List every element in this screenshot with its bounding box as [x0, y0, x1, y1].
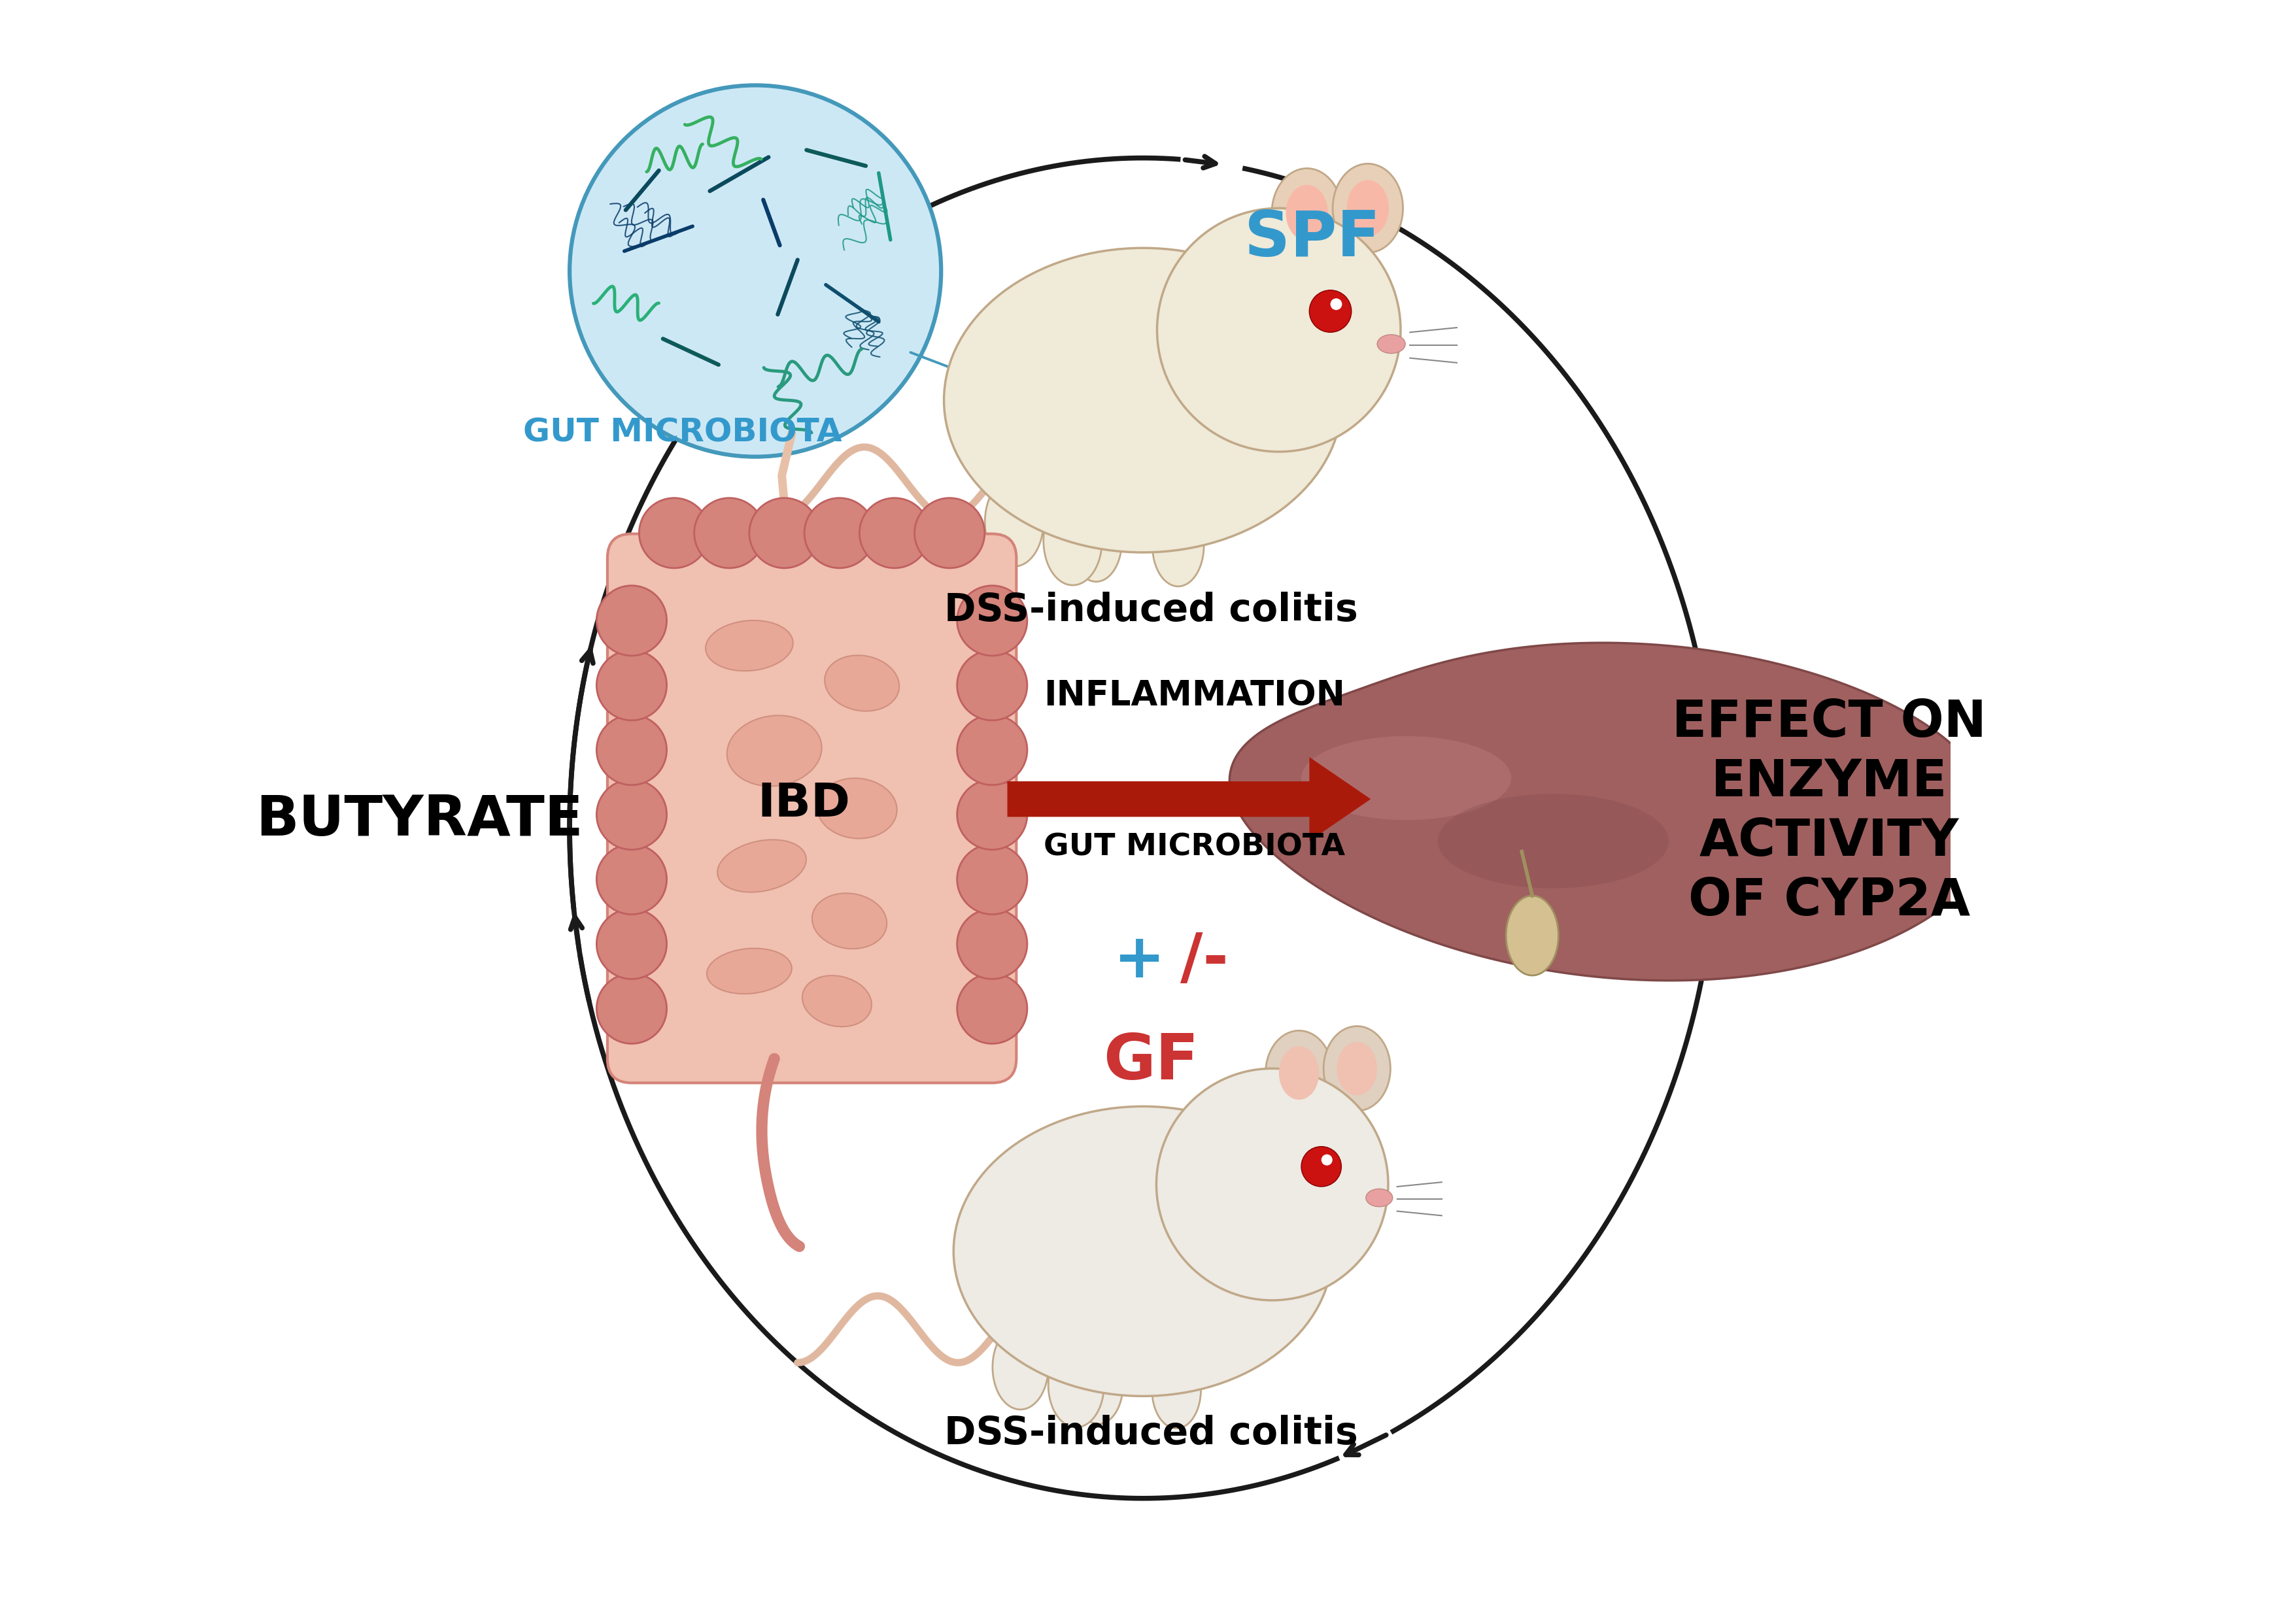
FancyBboxPatch shape [608, 534, 1017, 1083]
Ellipse shape [1042, 497, 1102, 585]
Circle shape [569, 86, 942, 456]
Ellipse shape [1506, 896, 1559, 976]
Circle shape [597, 909, 668, 979]
Ellipse shape [1271, 169, 1342, 257]
Ellipse shape [1152, 1351, 1200, 1429]
Ellipse shape [825, 656, 898, 711]
Ellipse shape [706, 620, 793, 671]
Circle shape [750, 499, 818, 568]
Ellipse shape [1301, 736, 1511, 820]
Circle shape [1157, 208, 1401, 451]
Circle shape [958, 844, 1026, 914]
Ellipse shape [1367, 1189, 1392, 1207]
Circle shape [597, 844, 668, 914]
Ellipse shape [985, 477, 1042, 567]
Ellipse shape [812, 893, 887, 948]
Ellipse shape [718, 840, 807, 892]
Circle shape [1321, 1155, 1333, 1166]
Text: GF: GF [1104, 1031, 1198, 1093]
Text: GUT MICROBIOTA: GUT MICROBIOTA [1045, 833, 1346, 862]
Ellipse shape [1337, 1041, 1376, 1095]
Text: SPF: SPF [1244, 208, 1381, 270]
Circle shape [597, 650, 668, 721]
Ellipse shape [1376, 335, 1406, 354]
Text: +: + [1113, 931, 1166, 991]
Circle shape [958, 780, 1026, 849]
Ellipse shape [706, 948, 791, 994]
Ellipse shape [727, 716, 821, 786]
Circle shape [1330, 299, 1342, 310]
Ellipse shape [1152, 505, 1205, 586]
FancyArrow shape [1008, 757, 1372, 841]
Ellipse shape [802, 976, 871, 1026]
Circle shape [958, 586, 1026, 656]
Circle shape [958, 973, 1026, 1044]
Circle shape [597, 973, 668, 1044]
Circle shape [958, 715, 1026, 784]
Ellipse shape [1074, 1346, 1122, 1424]
Ellipse shape [816, 778, 896, 838]
Text: /-: /- [1180, 931, 1228, 991]
Text: DSS-induced colitis: DSS-induced colitis [944, 591, 1358, 628]
Circle shape [597, 780, 668, 849]
Text: DSS-induced colitis: DSS-induced colitis [944, 1415, 1358, 1452]
Text: GUT MICROBIOTA: GUT MICROBIOTA [523, 417, 841, 448]
Ellipse shape [953, 1106, 1333, 1397]
Ellipse shape [1346, 180, 1390, 235]
Ellipse shape [1324, 1026, 1390, 1111]
Text: BUTYRATE: BUTYRATE [256, 793, 583, 848]
Circle shape [914, 499, 985, 568]
Circle shape [958, 650, 1026, 721]
Circle shape [597, 586, 668, 656]
Text: INFLAMMATION: INFLAMMATION [1045, 679, 1346, 713]
Text: IBD: IBD [757, 781, 850, 827]
Ellipse shape [1049, 1343, 1104, 1427]
Ellipse shape [1285, 185, 1328, 240]
Circle shape [1310, 291, 1351, 333]
Circle shape [860, 499, 930, 568]
Circle shape [1157, 1069, 1388, 1301]
Ellipse shape [1333, 164, 1404, 253]
Circle shape [1301, 1147, 1342, 1187]
Ellipse shape [992, 1325, 1049, 1410]
Ellipse shape [1438, 794, 1669, 888]
Circle shape [958, 909, 1026, 979]
Ellipse shape [1070, 500, 1122, 581]
Circle shape [695, 499, 764, 568]
Ellipse shape [1266, 1031, 1333, 1116]
Circle shape [805, 499, 876, 568]
Circle shape [640, 499, 709, 568]
Circle shape [597, 715, 668, 784]
Text: EFFECT ON
ENZYME
ACTIVITY
OF CYP2A: EFFECT ON ENZYME ACTIVITY OF CYP2A [1673, 698, 1987, 926]
Ellipse shape [944, 248, 1342, 552]
Ellipse shape [1278, 1046, 1319, 1099]
Polygon shape [1230, 643, 1996, 981]
